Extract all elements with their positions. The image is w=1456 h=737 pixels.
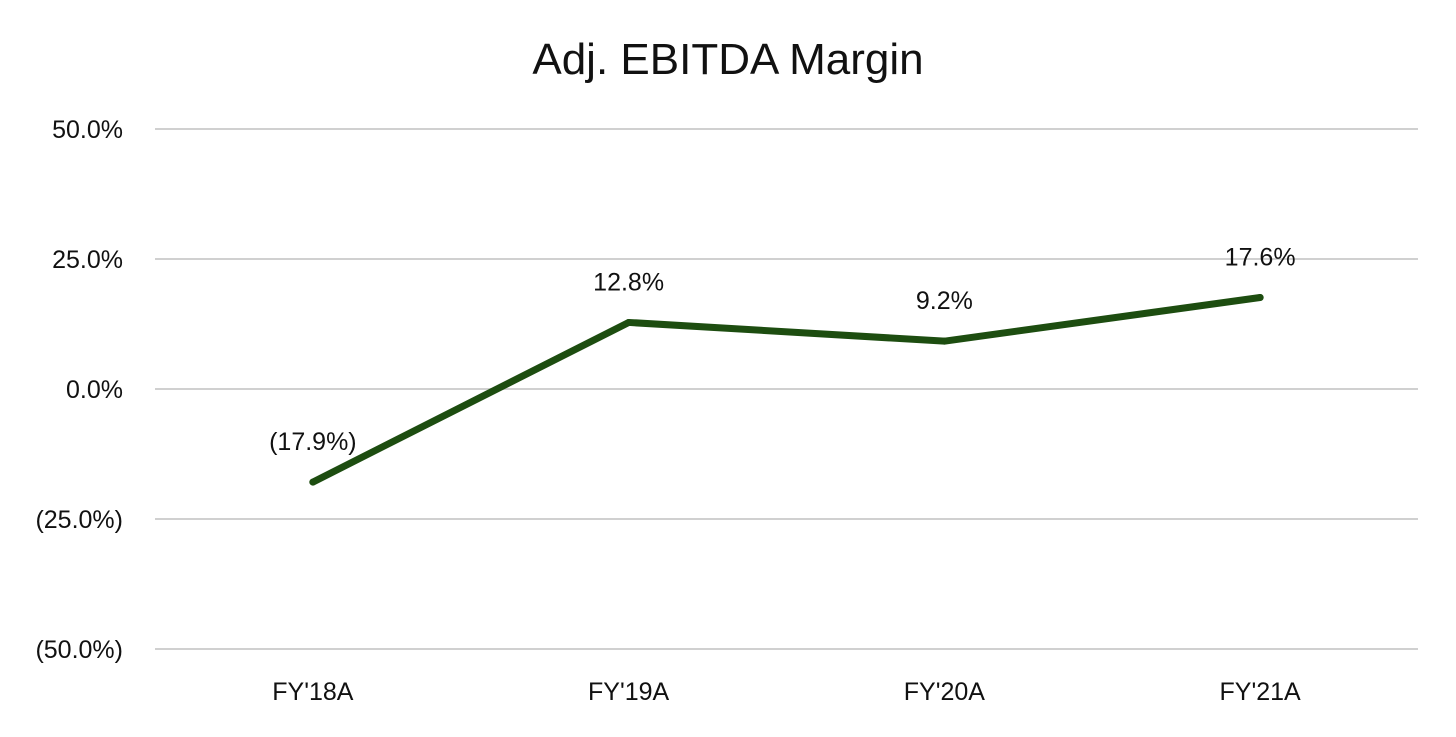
data-point xyxy=(625,318,633,326)
chart-title: Adj. EBITDA Margin xyxy=(532,35,923,84)
y-tick-label: 0.0% xyxy=(66,376,123,404)
data-label: 12.8% xyxy=(593,268,664,296)
gridlines xyxy=(155,128,1418,650)
series-line xyxy=(309,293,1264,486)
x-tick-label: FY'20A xyxy=(904,678,986,706)
x-tick-label: FY'19A xyxy=(588,678,670,706)
data-labels: (17.9%) 12.8% 9.2% 17.6% xyxy=(269,243,1295,456)
y-tick-label: 25.0% xyxy=(52,246,123,274)
x-tick-label: FY'18A xyxy=(272,678,354,706)
y-axis-tick-labels: 50.0% 25.0% 0.0% (25.0%) (50.0%) xyxy=(35,116,123,664)
data-label: 9.2% xyxy=(916,287,973,315)
data-point xyxy=(1256,293,1264,301)
y-tick-label: (50.0%) xyxy=(35,636,123,664)
data-label: 17.6% xyxy=(1225,243,1296,271)
x-tick-label: FY'21A xyxy=(1220,678,1302,706)
y-tick-label: 50.0% xyxy=(52,116,123,144)
data-point xyxy=(940,337,948,345)
x-axis-tick-labels: FY'18A FY'19A FY'20A FY'21A xyxy=(272,678,1301,706)
y-tick-label: (25.0%) xyxy=(35,506,123,534)
series-layer xyxy=(309,293,1264,486)
data-label: (17.9%) xyxy=(269,428,357,456)
data-point xyxy=(309,478,317,486)
